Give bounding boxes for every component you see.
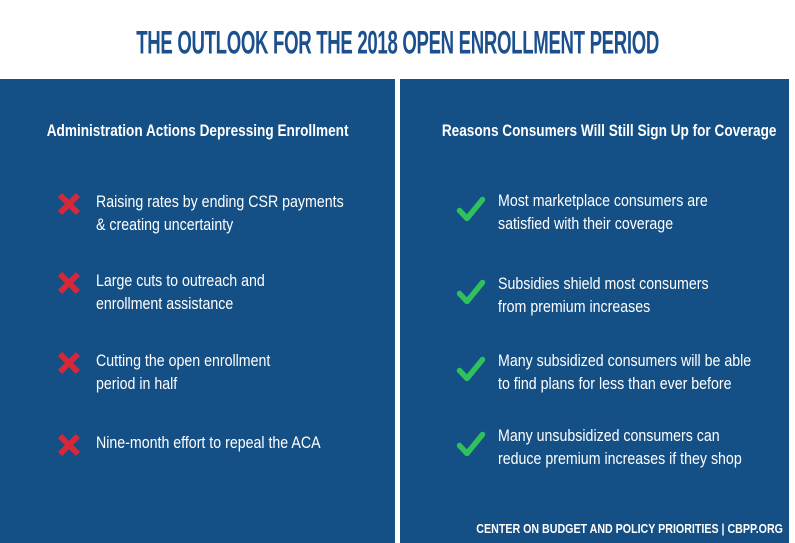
list-item: Raising rates by ending CSR payments & c… bbox=[58, 191, 384, 237]
left-panel-header: Administration Actions Depressing Enroll… bbox=[0, 121, 395, 141]
x-icon bbox=[58, 272, 80, 294]
item-text: Cutting the open enrollment period in ha… bbox=[96, 350, 270, 396]
item-line: Nine-month effort to repeal the ACA bbox=[96, 434, 321, 452]
item-line: satisfied with their coverage bbox=[498, 215, 674, 233]
item-line: to find plans for less than ever before bbox=[498, 375, 732, 393]
check-icon bbox=[456, 196, 486, 223]
item-line: reduce premium increases if they shop bbox=[498, 450, 742, 468]
x-icon bbox=[58, 352, 80, 374]
right-panel-header: Reasons Consumers Will Still Sign Up for… bbox=[400, 121, 789, 141]
item-line: Cutting the open enrollment bbox=[96, 352, 271, 370]
item-line: Raising rates by ending CSR payments bbox=[96, 193, 344, 211]
item-line: Many subsidized consumers will be able bbox=[498, 352, 752, 370]
item-line: enrollment assistance bbox=[96, 295, 234, 313]
x-icon bbox=[58, 193, 80, 215]
item-text: Most marketplace consumers are satisfied… bbox=[498, 190, 708, 236]
right-panel-header-label: Reasons Consumers Will Still Sign Up for… bbox=[441, 121, 777, 140]
list-item: Large cuts to outreach and enrollment as… bbox=[58, 270, 292, 316]
item-line: from premium increases bbox=[498, 298, 651, 316]
footer-credit: CENTER ON BUDGET AND POLICY PRIORITIES |… bbox=[476, 521, 783, 536]
list-item: Subsidies shield most consumers from pre… bbox=[456, 273, 743, 319]
item-text: Nine-month effort to repeal the ACA bbox=[96, 432, 321, 455]
list-item: Many unsubsidized consumers can reduce p… bbox=[456, 425, 781, 471]
item-text: Raising rates by ending CSR payments & c… bbox=[96, 191, 344, 237]
list-item: Cutting the open enrollment period in ha… bbox=[58, 350, 299, 396]
item-text: Many subsidized consumers will be able t… bbox=[498, 350, 751, 396]
title-band: THE OUTLOOK FOR THE 2018 OPEN ENROLLMENT… bbox=[0, 8, 795, 79]
right-panel-consumer-reasons: Reasons Consumers Will Still Sign Up for… bbox=[400, 79, 789, 543]
item-line: Subsidies shield most consumers bbox=[498, 275, 709, 293]
item-line: Large cuts to outreach and bbox=[96, 272, 265, 290]
left-panel-admin-actions: Administration Actions Depressing Enroll… bbox=[0, 79, 395, 543]
x-icon bbox=[58, 434, 80, 456]
check-icon bbox=[456, 356, 486, 383]
list-item: Most marketplace consumers are satisfied… bbox=[456, 190, 742, 236]
item-line: period in half bbox=[96, 375, 178, 393]
item-line: Many unsubsidized consumers can bbox=[498, 427, 720, 445]
item-line: Most marketplace consumers are bbox=[498, 192, 708, 210]
item-line: & creating uncertainty bbox=[96, 216, 234, 234]
list-item: Many subsidized consumers will be able t… bbox=[456, 350, 792, 396]
left-panel-header-label: Administration Actions Depressing Enroll… bbox=[46, 121, 349, 140]
item-text: Subsidies shield most consumers from pre… bbox=[498, 273, 709, 319]
list-item: Nine-month effort to repeal the ACA bbox=[58, 432, 357, 456]
check-icon bbox=[456, 279, 486, 306]
page-title: THE OUTLOOK FOR THE 2018 OPEN ENROLLMENT… bbox=[136, 25, 659, 61]
item-text: Large cuts to outreach and enrollment as… bbox=[96, 270, 265, 316]
item-text: Many unsubsidized consumers can reduce p… bbox=[498, 425, 742, 471]
check-icon bbox=[456, 431, 486, 458]
